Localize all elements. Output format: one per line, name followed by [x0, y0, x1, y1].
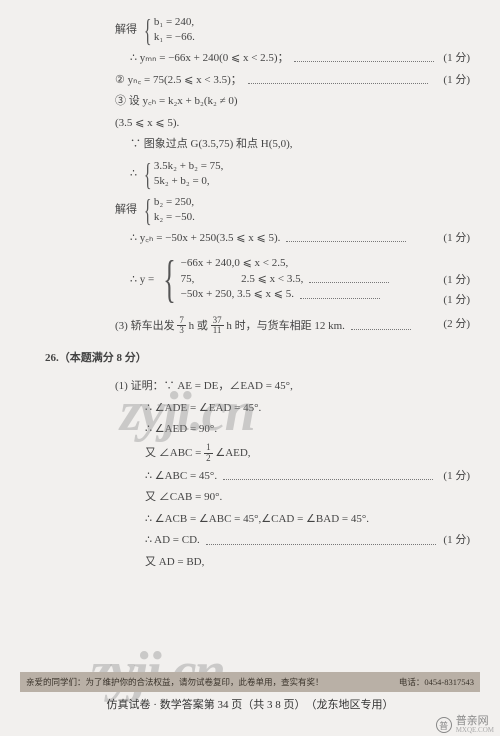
- proof-l9: 又 AD = BD,: [30, 554, 470, 572]
- text: ③ 设 y꜀ₕ = k₂x + b₂(k₂ ≠ 0): [115, 95, 238, 107]
- text: 仿真试卷 · 数学答案第 34 页（共 3 8 页） （龙东地区专用）: [107, 699, 394, 711]
- text: ∵ 图象过点 G(3.5,75) 和点 H(5,0),: [130, 138, 293, 150]
- brand-logo-icon: 普: [436, 717, 452, 733]
- dot-leader: [294, 55, 434, 63]
- score: (1 分): [443, 292, 470, 310]
- footer-warning-bar: 亲爱的同学们：为了维护你的合法权益，请勿试卷复印，此卷单用，查实有奖！ 电话：0…: [20, 672, 480, 692]
- text: ② yₙ꜀ = 75(2.5 ⩽ x < 3.5)；: [115, 74, 242, 86]
- text: ∴ y꜀ₕ = −50x + 250(3.5 ⩽ x ⩽ 5).: [130, 232, 280, 244]
- text-a: 又 ∠ABC =: [145, 447, 204, 459]
- dot-leader: [248, 76, 428, 84]
- piecewise-y: ∴ y = { −66x + 240,0 ⩽ x < 2.5, 75, 2.5 …: [30, 254, 470, 306]
- score: (1 分): [443, 230, 470, 248]
- fraction: 37 11: [211, 316, 224, 337]
- footer-warning: 亲爱的同学们：为了维护你的合法权益，请勿试卷复印，此卷单用，查实有奖！: [26, 676, 324, 688]
- solve-block-1: 解得 { b₁ = 240, k₁ = −66.: [30, 14, 470, 46]
- text: ∴ ∠ACB = ∠ABC = 45°,∠CAD = ∠BAD = 45°.: [145, 513, 369, 525]
- line-set-ygh: ③ 设 y꜀ₕ = k₂x + b₂(k₂ ≠ 0): [30, 93, 470, 111]
- text: (3.5 ⩽ x ⩽ 5).: [115, 117, 179, 129]
- eq-b2: b₂ = 250,: [154, 195, 195, 210]
- score: (1 分): [443, 532, 470, 550]
- line-ygh: ∴ y꜀ₕ = −50x + 250(3.5 ⩽ x ⩽ 5). (1 分): [30, 230, 470, 248]
- text-b: ∠AED,: [215, 447, 250, 459]
- dot-leader: [300, 291, 380, 299]
- footer-tel: 电话：0454-8317543: [399, 676, 474, 688]
- piece-1: −66x + 240,0 ⩽ x < 2.5,: [181, 256, 392, 271]
- text-b: h 或: [189, 319, 208, 331]
- fraction: 1 2: [204, 443, 213, 464]
- score: (1 分): [443, 468, 470, 486]
- den: 11: [211, 326, 224, 336]
- solve-block-2: 解得 { b₂ = 250, k₂ = −50.: [30, 194, 470, 226]
- footer-pagination: 仿真试卷 · 数学答案第 34 页（共 3 8 页） （龙东地区专用）: [0, 696, 500, 712]
- proof-l8: ∴ AD = CD. (1 分): [30, 532, 470, 550]
- text: ∴ yₘₙ = −66x + 240(0 ⩽ x < 2.5)；: [130, 52, 289, 64]
- line-ync: ② yₙ꜀ = 75(2.5 ⩽ x < 3.5)； (1 分): [30, 72, 470, 90]
- text: 26.（本题满分 8 分）: [45, 352, 147, 364]
- eq-k2: k₂ = −50.: [154, 210, 195, 225]
- score: (1 分): [443, 72, 470, 90]
- den: 2: [204, 454, 213, 464]
- text: ∴ ∠ABC = 45°.: [145, 470, 217, 482]
- num: 1: [204, 443, 213, 454]
- brace-icon: {: [144, 158, 152, 190]
- page: 解得 { b₁ = 240, k₁ = −66. ∴ yₘₙ = −66x + …: [0, 0, 500, 736]
- den: 3: [177, 326, 186, 336]
- piece-3: −50x + 250, 3.5 ⩽ x ⩽ 5.: [181, 288, 294, 300]
- line-points: ∵ 图象过点 G(3.5,75) 和点 H(5,0),: [30, 136, 470, 154]
- eq-b1: b₁ = 240,: [154, 15, 195, 30]
- fraction: 7 3: [177, 316, 186, 337]
- line-ymn: ∴ yₘₙ = −66x + 240(0 ⩽ x < 2.5)； (1 分): [30, 50, 470, 68]
- label-solve: 解得: [115, 204, 137, 216]
- dot-leader: [223, 472, 433, 480]
- therefore: ∴: [130, 168, 140, 180]
- score: (1 分): [443, 50, 470, 68]
- score: (1 分): [443, 272, 470, 290]
- brace-icon: {: [144, 14, 152, 46]
- stack: −66x + 240,0 ⩽ x < 2.5, 75, 2.5 ⩽ x < 3.…: [181, 256, 392, 302]
- stack: 3.5k₂ + b₂ = 75, 5k₂ + b₂ = 0,: [154, 159, 224, 190]
- score: (2 分): [443, 316, 470, 334]
- line-q3: (3) 轿车出发 7 3 h 或 37 11 h 时，与货车相距 12 km. …: [30, 316, 470, 337]
- proof-l5: ∴ ∠ABC = 45°. (1 分): [30, 468, 470, 486]
- text: 又 AD = BD,: [145, 556, 204, 568]
- stack: b₁ = 240, k₁ = −66.: [154, 15, 195, 46]
- brace-icon: {: [163, 254, 175, 306]
- eq-k1: k₁ = −66.: [154, 30, 195, 45]
- piece-2: 75, 2.5 ⩽ x < 3.5,: [181, 273, 304, 285]
- dot-leader: [351, 322, 411, 330]
- proof-l7: ∴ ∠ACB = ∠ABC = 45°,∠CAD = ∠BAD = 45°.: [30, 511, 470, 529]
- brand-badge: 普 普亲网 MXQE.COM: [436, 716, 494, 734]
- brand-url: MXQE.COM: [456, 727, 494, 734]
- text: ∴ ∠AED = 90°.: [145, 423, 217, 435]
- label-solve: 解得: [115, 24, 137, 36]
- prefix: ∴ y =: [130, 273, 154, 285]
- text: ∴ AD = CD.: [145, 534, 200, 546]
- dot-leader: [286, 235, 406, 243]
- text-c: h 时，与货车相距 12 km.: [226, 319, 345, 331]
- text: 又 ∠CAB = 90°.: [145, 491, 222, 503]
- text-a: (3) 轿车出发: [115, 319, 175, 331]
- eq-row: 5k₂ + b₂ = 0,: [154, 174, 224, 189]
- proof-l6: 又 ∠CAB = 90°.: [30, 489, 470, 507]
- system-1: ∴ { 3.5k₂ + b₂ = 75, 5k₂ + b₂ = 0,: [30, 158, 470, 190]
- stack: b₂ = 250, k₂ = −50.: [154, 195, 195, 226]
- dot-leader: [206, 537, 436, 545]
- brace-icon: {: [144, 194, 152, 226]
- text: ∴ ∠ADE = ∠EAD = 45°.: [145, 402, 261, 414]
- text: (1) 证明：∵ AE = DE，∠EAD = 45°,: [115, 380, 293, 392]
- proof-l4: 又 ∠ABC = 1 2 ∠AED,: [30, 443, 470, 464]
- proof-l2: ∴ ∠ADE = ∠EAD = 45°.: [30, 400, 470, 418]
- eq-row: 3.5k₂ + b₂ = 75,: [154, 159, 224, 174]
- proof-l1: (1) 证明：∵ AE = DE，∠EAD = 45°,: [30, 378, 470, 396]
- proof-l3: ∴ ∠AED = 90°.: [30, 421, 470, 439]
- dot-leader: [309, 276, 389, 284]
- line-domain: (3.5 ⩽ x ⩽ 5).: [30, 115, 470, 133]
- question-26-header: 26.（本题满分 8 分）: [30, 350, 470, 368]
